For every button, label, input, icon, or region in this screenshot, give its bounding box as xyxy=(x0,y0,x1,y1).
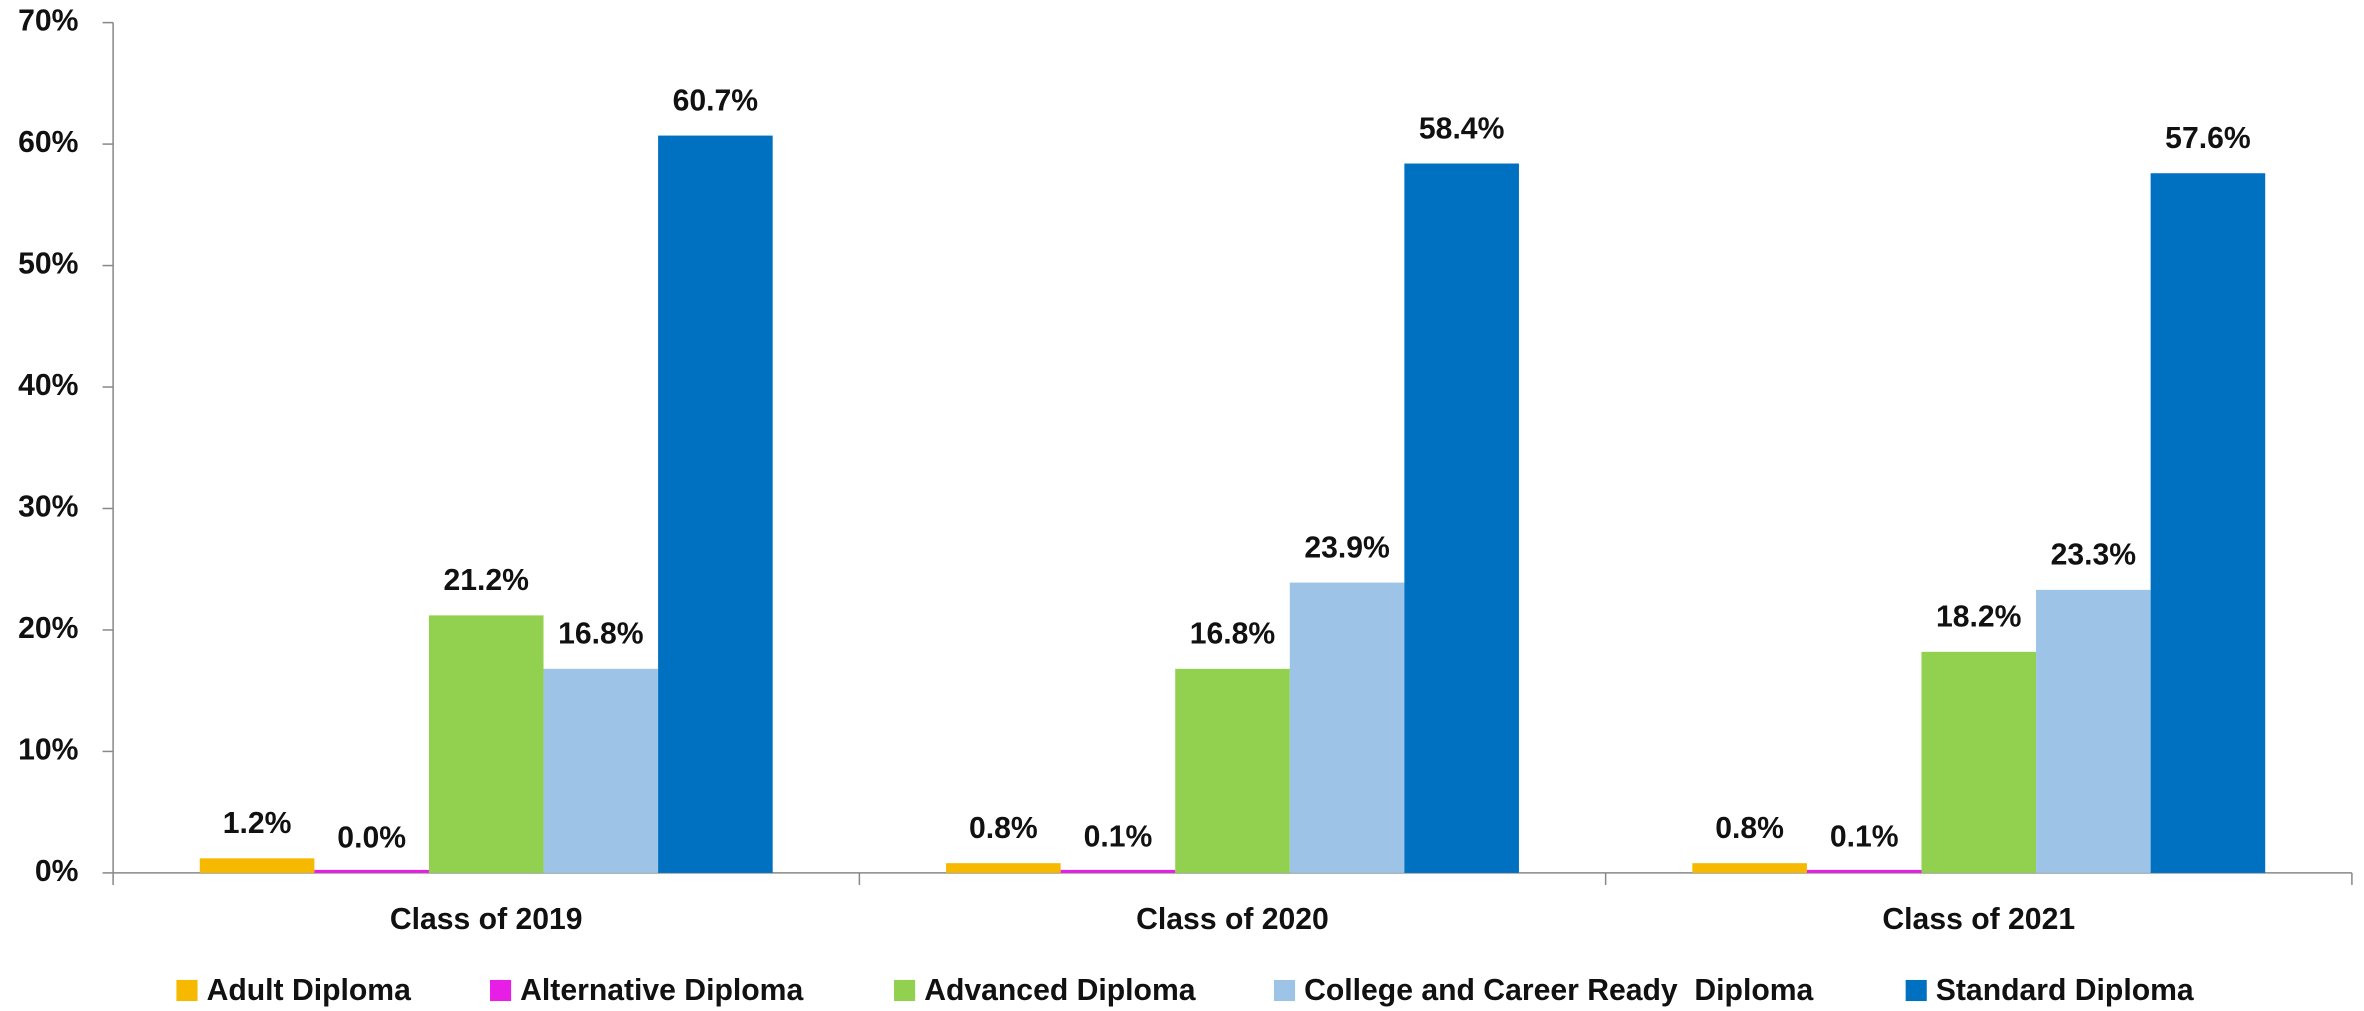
value-label: 0.1% xyxy=(1830,820,1899,853)
y-tick-label: 30% xyxy=(18,490,78,523)
legend-swatch xyxy=(894,979,916,1002)
bar xyxy=(2036,589,2151,873)
bar xyxy=(1692,863,1807,873)
bar xyxy=(428,615,544,873)
value-label: 18.2% xyxy=(1936,601,2021,634)
bar xyxy=(946,863,1061,873)
value-label: 0.8% xyxy=(969,812,1038,845)
bar xyxy=(1404,163,1519,873)
value-label: 23.9% xyxy=(1304,531,1389,564)
legend-label: Standard Diploma xyxy=(1936,974,2194,1007)
value-label: 16.8% xyxy=(558,618,643,651)
bar xyxy=(1060,869,1176,873)
value-label: 0.8% xyxy=(1715,812,1784,845)
legend-label: College and Career Ready Diploma xyxy=(1304,974,1813,1007)
value-label: 0.0% xyxy=(337,822,406,855)
x-tick-label: Class of 2020 xyxy=(1136,903,1329,936)
value-label: 60.7% xyxy=(673,84,758,117)
y-tick-label: 60% xyxy=(18,126,78,159)
y-tick-label: 40% xyxy=(18,369,78,402)
x-tick-label: Class of 2019 xyxy=(390,903,583,936)
value-label: 57.6% xyxy=(2165,122,2250,155)
value-label: 23.3% xyxy=(2051,539,2136,572)
legend-swatch xyxy=(176,979,198,1002)
legend-swatch xyxy=(1273,979,1296,1002)
bar xyxy=(1921,651,2037,873)
y-tick-label: 50% xyxy=(18,248,78,281)
value-label: 0.1% xyxy=(1084,820,1153,853)
y-tick-label: 70% xyxy=(18,5,78,38)
bar xyxy=(314,869,429,873)
value-label: 58.4% xyxy=(1419,112,1504,145)
x-tick-label: Class of 2021 xyxy=(1882,903,2075,936)
bar xyxy=(1289,582,1405,873)
bar xyxy=(658,135,773,873)
bar xyxy=(2150,173,2266,873)
bar xyxy=(543,668,659,873)
legend-swatch xyxy=(1905,979,1927,1002)
legend-label: Alternative Diploma xyxy=(520,974,803,1007)
value-label: 1.2% xyxy=(223,807,292,840)
bar xyxy=(1806,869,1922,873)
legend-label: Advanced Diploma xyxy=(924,974,1196,1007)
bar xyxy=(199,858,315,873)
y-tick-label: 0% xyxy=(35,855,79,888)
y-tick-label: 20% xyxy=(18,612,78,645)
legend-label: Adult Diploma xyxy=(207,974,412,1007)
legend-swatch xyxy=(490,979,512,1002)
bar xyxy=(1175,668,1290,873)
y-tick-label: 10% xyxy=(18,733,78,766)
value-label: 16.8% xyxy=(1190,618,1275,651)
value-label: 21.2% xyxy=(444,564,529,597)
